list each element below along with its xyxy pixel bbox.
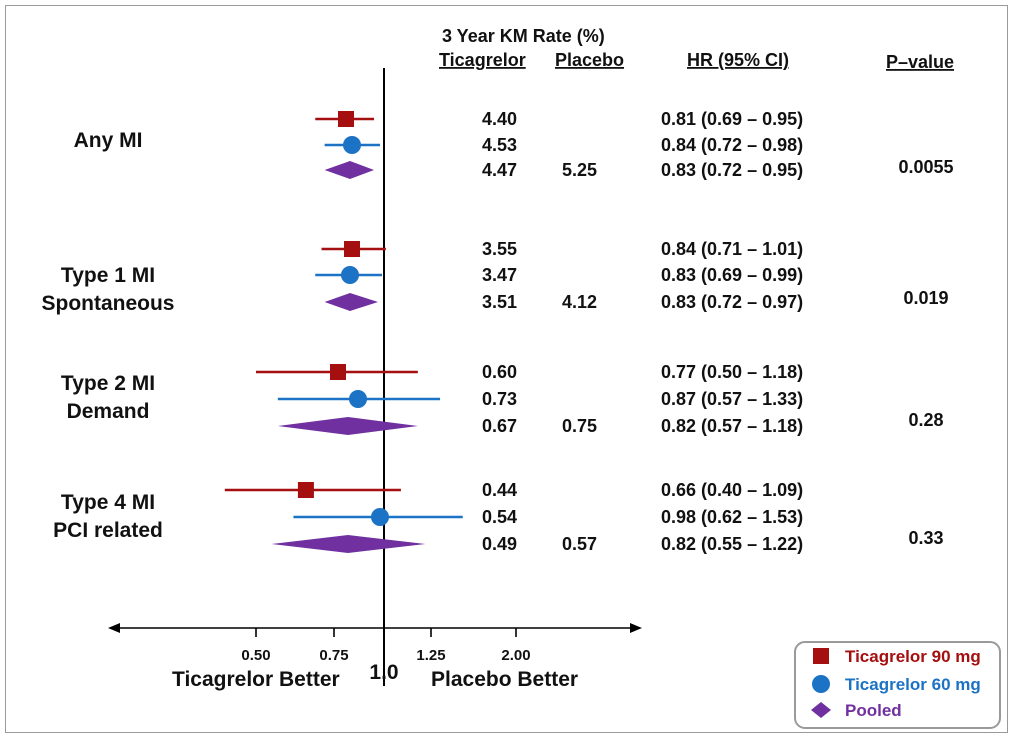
ticagrelor-rate-value: 4.53 xyxy=(482,135,517,155)
hr-ci-value: 0.82 (0.55 – 1.22) xyxy=(661,534,803,554)
hr-ci-value: 0.84 (0.72 – 0.98) xyxy=(661,135,803,155)
ticagrelor-rate-value: 3.47 xyxy=(482,265,517,285)
hr-ci-value: 0.83 (0.72 – 0.95) xyxy=(661,160,803,180)
hr-ci-value: 0.66 (0.40 – 1.09) xyxy=(661,480,803,500)
x-tick-label: 2.00 xyxy=(501,647,530,664)
pooled-diamond-mark xyxy=(324,293,378,311)
placebo-rate-value: 0.57 xyxy=(562,534,597,554)
hr-ci-value: 0.77 (0.50 – 1.18) xyxy=(661,362,803,382)
hr-ci-value: 0.83 (0.72 – 0.97) xyxy=(661,292,803,312)
subgroup-label: PCI related xyxy=(53,519,163,542)
ticagrelor-60-circle-mark xyxy=(343,136,361,154)
hr-ci-value: 0.82 (0.57 – 1.18) xyxy=(661,416,803,436)
x-tick-label: 0.75 xyxy=(319,647,348,664)
forest-plot-svg: 3 Year KM Rate (%) Ticagrelor Placebo HR… xyxy=(41,26,1001,729)
ticagrelor-column-header: Ticagrelor xyxy=(439,50,526,70)
ticagrelor-rate-value: 0.60 xyxy=(482,362,517,382)
subgroup-label: Type 2 MI xyxy=(61,372,155,395)
legend: Ticagrelor 90 mg Ticagrelor 60 mg Pooled xyxy=(794,641,1001,729)
x-axis-left-arrow xyxy=(108,623,120,633)
axis-layer: 0.50 0.75 1.0 1.25 2.00 xyxy=(108,68,642,686)
placebo-rate-value: 5.25 xyxy=(562,160,597,180)
p-value: 0.33 xyxy=(908,528,943,548)
subgroup-label: Type 4 MI xyxy=(61,491,155,514)
ticagrelor-rate-value: 3.55 xyxy=(482,239,517,259)
ticagrelor-60-circle-mark xyxy=(349,390,367,408)
placebo-better-caption: Placebo Better xyxy=(431,668,578,691)
hr-ci-value: 0.83 (0.69 – 0.99) xyxy=(661,265,803,285)
subgroup-label: Spontaneous xyxy=(41,292,174,315)
pooled-diamond-mark xyxy=(277,417,418,435)
subgroup-label: Demand xyxy=(67,400,150,423)
ticagrelor-90-square-mark xyxy=(330,364,346,380)
marks-layer xyxy=(224,111,463,553)
legend-label: Pooled xyxy=(845,701,902,720)
forest-plot-figure: 3 Year KM Rate (%) Ticagrelor Placebo HR… xyxy=(5,5,1008,733)
ticagrelor-better-caption: Ticagrelor Better xyxy=(172,668,340,691)
p-value: 0.0055 xyxy=(898,157,953,177)
placebo-rate-value: 0.75 xyxy=(562,416,597,436)
hr-ci-value: 0.98 (0.62 – 1.53) xyxy=(661,507,803,527)
subgroup-label: Any MI xyxy=(74,129,143,152)
ticagrelor-rate-value: 0.49 xyxy=(482,534,517,554)
ticagrelor-90-square-mark xyxy=(297,482,314,498)
ticagrelor-rate-value: 4.47 xyxy=(482,160,517,180)
ticagrelor-rate-value: 0.54 xyxy=(482,507,517,527)
legend-square-icon xyxy=(813,648,829,664)
hr-ci-value: 0.81 (0.69 – 0.95) xyxy=(661,109,803,129)
x-tick-label: 0.50 xyxy=(241,647,270,664)
legend-box xyxy=(794,641,1001,729)
ticagrelor-60-circle-mark xyxy=(341,266,359,284)
ticagrelor-90-square-mark xyxy=(344,241,360,257)
pooled-diamond-mark xyxy=(271,535,426,553)
ticagrelor-rate-value: 0.44 xyxy=(482,480,517,500)
table-text-layer: Any MI 4.40 0.81 (0.69 – 0.95) 4.53 0.84 (0.… xyxy=(41,109,953,554)
legend-circle-icon xyxy=(812,675,830,693)
ticagrelor-rate-value: 3.51 xyxy=(482,292,517,312)
ticagrelor-rate-value: 0.73 xyxy=(482,389,517,409)
hr-ci-value: 0.87 (0.57 – 1.33) xyxy=(661,389,803,409)
x-axis-right-arrow xyxy=(630,623,642,633)
x-tick-label: 1.0 xyxy=(369,661,398,684)
ticagrelor-60-circle-mark xyxy=(371,508,389,526)
pvalue-column-header: P–value xyxy=(886,52,954,72)
legend-diamond-icon xyxy=(811,702,831,718)
x-tick-label: 1.25 xyxy=(416,647,445,664)
hr-column-header: HR (95% CI) xyxy=(687,50,789,70)
ticagrelor-rate-value: 0.67 xyxy=(482,416,517,436)
placebo-column-header: Placebo xyxy=(555,50,624,70)
legend-items: Ticagrelor 90 mg Ticagrelor 60 mg Pooled xyxy=(811,647,981,720)
p-value: 0.28 xyxy=(908,410,943,430)
ticagrelor-90-square-mark xyxy=(338,111,354,127)
legend-label: Ticagrelor 90 mg xyxy=(845,647,981,666)
subgroup-label: Type 1 MI xyxy=(61,264,155,287)
pooled-diamond-mark xyxy=(324,161,374,179)
placebo-rate-value: 4.12 xyxy=(562,292,597,312)
km-rate-header: 3 Year KM Rate (%) xyxy=(442,26,605,46)
legend-label: Ticagrelor 60 mg xyxy=(845,675,981,694)
hr-ci-value: 0.84 (0.71 – 1.01) xyxy=(661,239,803,259)
p-value: 0.019 xyxy=(903,288,948,308)
ticagrelor-rate-value: 4.40 xyxy=(482,109,517,129)
